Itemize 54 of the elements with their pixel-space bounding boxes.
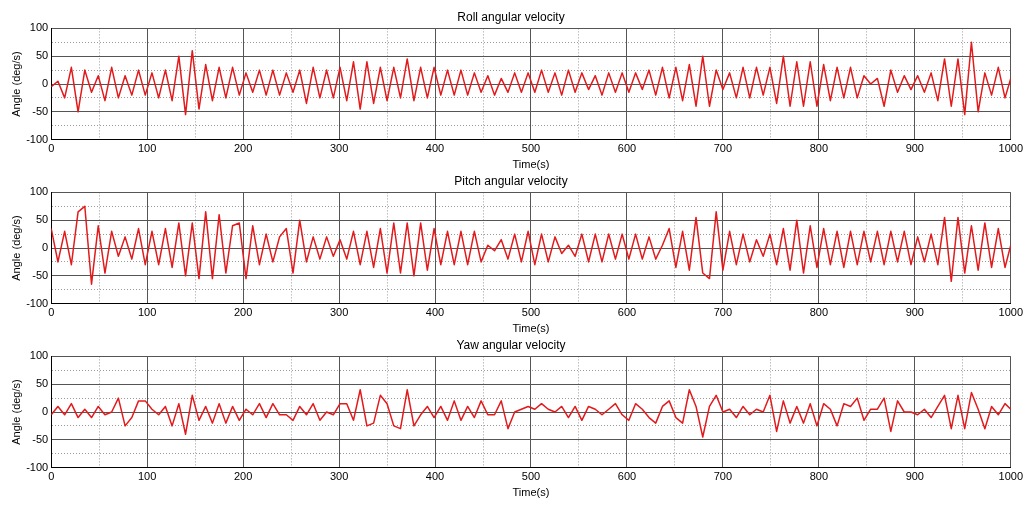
x-tick-label: 300	[329, 306, 349, 319]
x-tick-label: 300	[329, 470, 349, 483]
y-tick-label: -50	[32, 104, 49, 117]
x-tick-label: 200	[233, 306, 253, 319]
x-tick-label: 900	[905, 306, 924, 319]
y-tick-label: -50	[32, 268, 49, 281]
x-tick-label: 900	[905, 470, 924, 483]
x-tick-label: 800	[809, 142, 829, 155]
y-tick-label: 50	[35, 49, 49, 62]
chart-title: Roll angular velocity	[457, 9, 565, 24]
x-tick-label: 1000	[998, 470, 1024, 483]
y-axis-title: Angle (deg/s)	[9, 379, 22, 445]
y-tick-label: -100	[26, 460, 49, 473]
x-tick-label: 800	[809, 470, 829, 483]
x-tick-label: 900	[905, 142, 924, 155]
x-tick-label: 500	[521, 142, 541, 155]
y-axis-title: Angle (deg/s)	[9, 215, 22, 281]
y-tick-label: 100	[29, 349, 49, 362]
x-tick-label: 100	[137, 470, 157, 483]
x-tick-label: 1000	[998, 142, 1024, 155]
x-tick-label: 500	[521, 306, 541, 319]
x-tick-label: 100	[137, 142, 157, 155]
y-tick-label: 0	[42, 405, 49, 418]
y-tick-label: 50	[35, 377, 49, 390]
x-tick-label: 1000	[998, 306, 1024, 319]
x-tick-label: 300	[329, 142, 349, 155]
chart-title: Pitch angular velocity	[454, 173, 568, 188]
y-tick-label: 50	[35, 213, 49, 226]
x-tick-label: 700	[713, 306, 733, 319]
x-axis-title: Time(s)	[512, 486, 550, 499]
x-tick-label: 100	[137, 306, 157, 319]
x-axis-title: Time(s)	[512, 158, 550, 171]
x-tick-label: 700	[713, 470, 733, 483]
x-tick-label: 400	[425, 306, 445, 319]
x-tick-label: 400	[425, 142, 445, 155]
x-tick-label: 600	[617, 470, 637, 483]
y-tick-label: 100	[29, 21, 49, 34]
x-tick-label: 800	[809, 306, 829, 319]
x-tick-label: 200	[233, 470, 253, 483]
chart-title: Yaw angular velocity	[456, 337, 566, 352]
y-tick-label: 0	[42, 77, 49, 90]
x-tick-label: 600	[617, 142, 637, 155]
x-tick-label: 200	[233, 142, 253, 155]
y-tick-label: 0	[42, 241, 49, 254]
x-axis-title: Time(s)	[512, 322, 550, 335]
x-tick-label: 600	[617, 306, 637, 319]
x-tick-label: 700	[713, 142, 733, 155]
y-tick-label: 100	[29, 185, 49, 198]
y-tick-label: -100	[26, 132, 49, 145]
x-tick-label: 500	[521, 470, 541, 483]
y-tick-label: -100	[26, 296, 49, 309]
y-tick-label: -50	[32, 432, 49, 445]
x-tick-label: 400	[425, 470, 445, 483]
y-axis-title: Angle (deg/s)	[9, 51, 22, 117]
